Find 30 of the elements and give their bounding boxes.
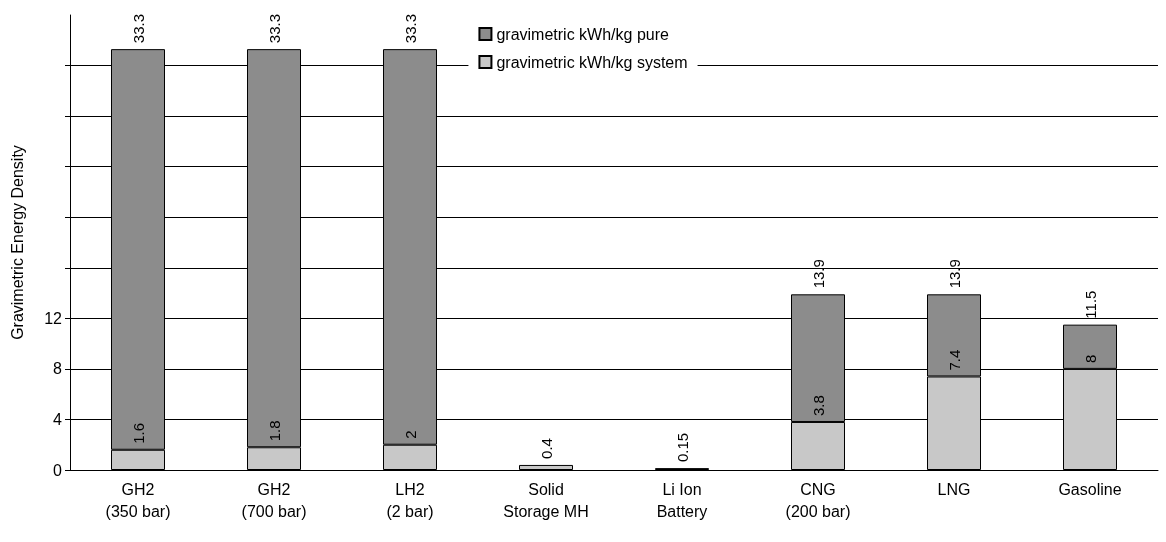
total-label: 33.3 [265, 13, 283, 44]
total-label: 33.3 [401, 13, 419, 44]
x-tick-label: Solid Storage MH [503, 480, 589, 520]
total-label: 13.9 [809, 259, 827, 289]
x-tick-label: LH2 (2 bar) [386, 480, 434, 520]
data-label: 0.15 [673, 432, 691, 463]
data-label: 7.4 [945, 349, 963, 371]
legend-label: gravimetric kWh/kg system [496, 53, 688, 71]
total-label: 33.3 [129, 13, 147, 44]
data-label: 8 [1081, 354, 1099, 363]
data-label: 3.8 [809, 395, 827, 416]
x-tick-label: GH2 (350 bar) [105, 480, 171, 520]
data-label: 0.4 [537, 438, 555, 459]
legend-label: gravimetric kWh/kg pure [496, 25, 670, 43]
x-tick-label: GH2 (700 bar) [241, 480, 307, 520]
y-axis-title: Gravimetric Energy Density [8, 145, 26, 340]
data-label: 1.6 [129, 422, 147, 444]
total-label: 13.9 [945, 259, 963, 289]
data-label: 1.8 [265, 420, 283, 442]
y-tick-label: 0 [53, 461, 63, 479]
y-tick-label: 8 [53, 360, 63, 378]
y-tick-label: 12 [44, 309, 63, 327]
bar [519, 464, 573, 470]
total-label: 11.5 [1081, 290, 1099, 319]
x-tick-label: Gasoline [1058, 480, 1122, 498]
data-label: 2 [401, 430, 419, 439]
x-tick-label: LNG [937, 480, 971, 498]
y-tick-label: 4 [53, 410, 63, 428]
x-tick-label: CNG (200 bar) [785, 480, 851, 520]
x-tick-label: Li Ion Battery [656, 480, 708, 520]
